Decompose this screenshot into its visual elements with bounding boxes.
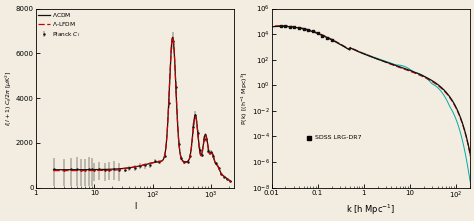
X-axis label: l: l (134, 202, 137, 211)
Text: SDSS LRG-DR7: SDSS LRG-DR7 (315, 135, 362, 140)
Point (305, 28, 312, 32)
Point (309, 30, 317, 33)
Point (286, 25, 294, 29)
$\Lambda$CDM (170, 36, 175, 39)
Y-axis label: P(k) [(h$^{-1}$ Mpc)$^3$]: P(k) [(h$^{-1}$ Mpc)$^3$] (240, 71, 250, 125)
Y-axis label: $l(l+1)\,C_l/2\pi\;[\mu$K$^2]$: $l(l+1)\,C_l/2\pi\;[\mu$K$^2]$ (4, 70, 15, 126)
Line: $\Lambda$CDM: $\Lambda$CDM (54, 37, 231, 182)
$\Lambda$CDM (192, 114, 198, 116)
$\Lambda$CDM (51, 168, 56, 171)
$\Lambda$CDM (129, 166, 135, 169)
Point (328, 38, 335, 41)
$\Lambda$-LFDM (129, 166, 135, 169)
$\Lambda$-LFDM (189, 140, 195, 143)
$\Lambda$-LFDM (192, 115, 198, 118)
$\Lambda$-LFDM (69, 169, 74, 172)
$\Lambda$-LFDM (173, 78, 178, 81)
$\Lambda$CDM (228, 180, 234, 183)
Legend: $\Lambda$CDM, $\Lambda$-LFDM, Planck $C_l$: $\Lambda$CDM, $\Lambda$-LFDM, Planck $C_… (38, 10, 81, 39)
$\Lambda$CDM (173, 78, 178, 81)
Point (277, 24, 285, 28)
X-axis label: k [h Mpc$^{-1}$]: k [h Mpc$^{-1}$] (346, 202, 395, 217)
$\Lambda$-LFDM (122, 167, 128, 170)
Point (319, 34, 326, 37)
Point (300, 27, 308, 31)
Point (291, 25, 298, 29)
Point (282, 25, 289, 28)
$\Lambda$-LFDM (51, 169, 56, 172)
Line: $\Lambda$-LFDM: $\Lambda$-LFDM (54, 37, 231, 182)
Point (314, 31, 321, 35)
$\Lambda$-LFDM (170, 36, 175, 39)
$\Lambda$CDM (69, 168, 74, 171)
$\Lambda$CDM (189, 139, 195, 141)
Point (323, 36, 330, 39)
Point (295, 26, 303, 30)
$\Lambda$CDM (122, 167, 128, 170)
$\Lambda$-LFDM (228, 180, 234, 183)
